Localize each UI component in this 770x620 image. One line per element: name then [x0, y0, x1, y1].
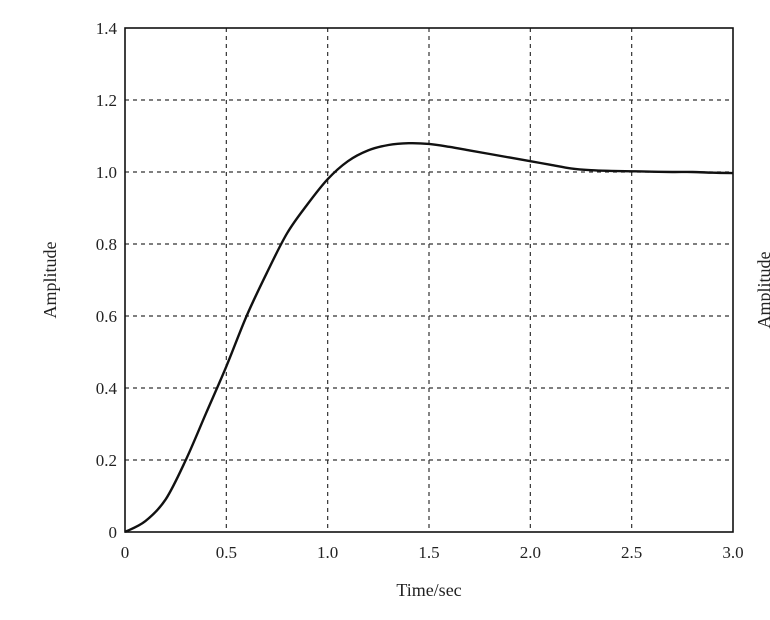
y-tick-labels: 0 0.2 0.4 0.6 0.8 1.0 1.2 1.4 [96, 19, 118, 542]
y-tick-label: 0 [109, 523, 118, 542]
x-tick-label: 2.0 [520, 543, 541, 562]
y-tick-label: 1.0 [96, 163, 117, 182]
neighbor-y-axis-label: Amplitude [754, 251, 770, 328]
series-layer [124, 141, 734, 534]
x-tick-label: 0.5 [216, 543, 237, 562]
x-tick-labels: 0 0.5 1.0 1.5 2.0 2.5 3.0 [121, 543, 744, 562]
y-tick-label: 1.2 [96, 91, 117, 110]
y-tick-label: 0.8 [96, 235, 117, 254]
x-tick-label: 1.5 [418, 543, 439, 562]
x-tick-label: 2.5 [621, 543, 642, 562]
plot-frame [124, 27, 734, 533]
y-tick-label: 1.4 [96, 19, 118, 38]
grid [125, 28, 733, 532]
series-line-0 [124, 141, 734, 534]
x-tick-label: 1.0 [317, 543, 338, 562]
y-tick-label: 0.2 [96, 451, 117, 470]
y-tick-label: 0.4 [96, 379, 118, 398]
y-tick-label: 0.6 [96, 307, 117, 326]
y-axis-label: Amplitude [40, 241, 60, 318]
x-tick-label: 0 [121, 543, 130, 562]
x-axis-label: Time/sec [396, 580, 461, 600]
x-tick-label: 3.0 [722, 543, 743, 562]
